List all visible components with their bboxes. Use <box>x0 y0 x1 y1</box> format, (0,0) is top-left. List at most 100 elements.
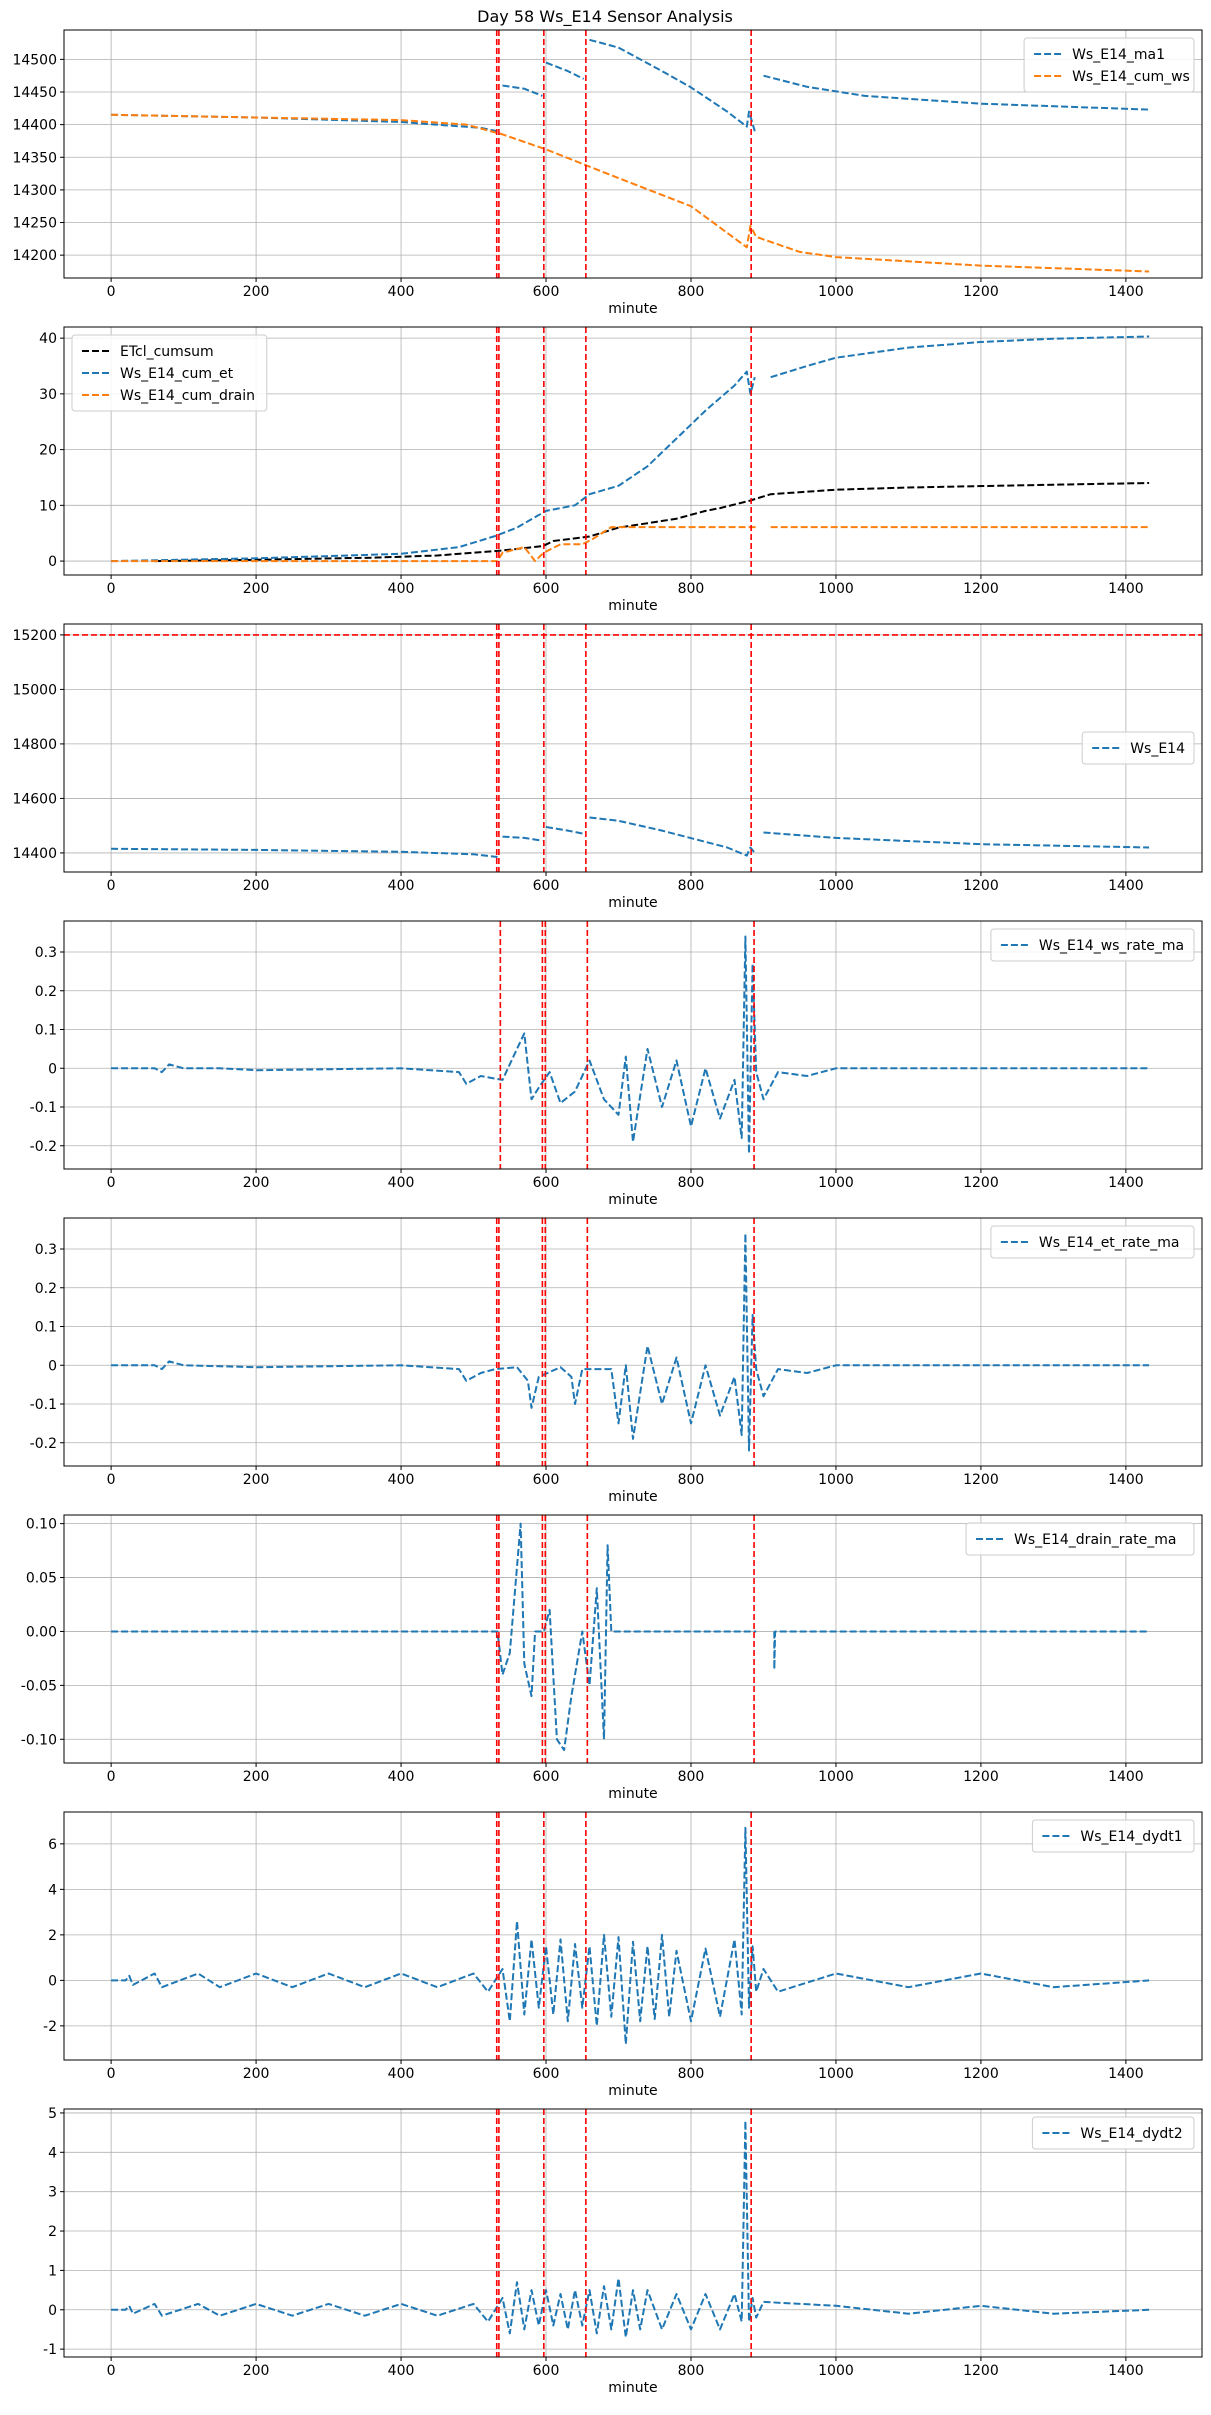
y-tick-label: 0.00 <box>26 1624 57 1640</box>
x-tick-label: 1200 <box>963 2066 999 2082</box>
series-group <box>111 816 1150 858</box>
x-axis-label: minute <box>608 2380 657 2396</box>
legend-entry: Ws_E14_dydt2 <box>1080 2126 1182 2142</box>
x-tick-label: 0 <box>107 2066 116 2082</box>
y-tick-label: 0.3 <box>35 945 57 961</box>
x-tick-label: 400 <box>388 2363 415 2379</box>
x-tick-label: 400 <box>388 878 415 894</box>
y-tick-label: 0 <box>48 2303 57 2319</box>
x-tick-label: 200 <box>243 581 270 597</box>
x-tick-label: 1000 <box>818 2066 854 2082</box>
series-line-Ws_E14 <box>763 831 1150 849</box>
x-tick-label: 1400 <box>1108 1472 1144 1488</box>
x-axis-label: minute <box>608 1489 657 1505</box>
series-group <box>111 38 1150 273</box>
panel-1: 0 200 400 600 800 1000 1200 1400 14200 14250 14300… <box>12 29 1203 317</box>
axes-frame <box>63 920 1203 1170</box>
x-tick-label: 800 <box>678 1175 705 1191</box>
panel-2: 0 200 400 600 800 1000 1200 1400 0 10 20 30 40 minute… <box>39 326 1203 614</box>
x-tick-label: 1000 <box>818 581 854 597</box>
series-group <box>111 1826 1150 2046</box>
y-tick-label: 14500 <box>12 52 57 68</box>
x-tick-label: 400 <box>388 1472 415 1488</box>
x-tick-label: 600 <box>533 878 560 894</box>
series-line-Ws_E14 <box>111 847 498 858</box>
legend: Ws_E14 <box>1081 731 1195 765</box>
series-group <box>111 1232 1150 1452</box>
y-tick-label: 3 <box>48 2185 57 2201</box>
legend: Ws_E14_ws_rate_ma <box>990 928 1195 962</box>
series-line-Ws_E14_cum_et <box>770 335 1150 379</box>
x-axis-label: minute <box>608 598 657 614</box>
legend-box <box>1023 37 1195 93</box>
x-tick-label: 1200 <box>963 878 999 894</box>
y-tick-label: 14250 <box>12 216 57 232</box>
x-tick-label: 1000 <box>818 1175 854 1191</box>
x-tick-label: 400 <box>388 581 415 597</box>
series-line-Ws_E14_ma1 <box>763 74 1150 111</box>
series-line-Ws_E14_cum_et <box>111 370 756 563</box>
series-group <box>111 935 1150 1155</box>
x-tick-label: 400 <box>388 1175 415 1191</box>
legend-entry: Ws_E14_cum_ws <box>1072 69 1190 85</box>
legend-entry: Ws_E14 <box>1130 741 1185 757</box>
x-tick-label: 1200 <box>963 1769 999 1785</box>
y-tick-label: 4 <box>48 2145 57 2161</box>
x-tick-label: 800 <box>678 878 705 894</box>
x-tick-label: 1000 <box>818 284 854 300</box>
series-line-Ws_E14_drain_rate_ma <box>773 1630 1150 1671</box>
x-tick-label: 600 <box>533 2363 560 2379</box>
x-tick-label: 200 <box>243 2363 270 2379</box>
y-tick-label: 14350 <box>12 150 57 166</box>
y-tick-label: -0.10 <box>21 1732 57 1748</box>
legend: Ws_E14_drain_rate_ma <box>965 1522 1195 1556</box>
y-tick-label: 14450 <box>12 85 57 101</box>
y-tick-label: 14300 <box>12 183 57 199</box>
y-tick-label: 14800 <box>12 737 57 753</box>
y-tick-label: 0.2 <box>35 1281 57 1297</box>
series-line-Ws_E14_drain_rate_ma <box>111 1522 757 1752</box>
series-group <box>111 335 1150 563</box>
y-tick-label: 0 <box>48 1061 57 1077</box>
x-tick-label: 1200 <box>963 1472 999 1488</box>
y-tick-label: 0 <box>48 1973 57 1989</box>
series-group <box>111 1522 1150 1752</box>
x-tick-label: 200 <box>243 1175 270 1191</box>
series-line-Ws_E14_et_rate_ma <box>111 1232 1150 1452</box>
y-tick-label: 0.1 <box>35 1023 57 1039</box>
legend: ETcl_cumsum Ws_E14_cum_et Ws_E14_cum_drain <box>71 334 268 412</box>
x-tick-label: 1000 <box>818 1769 854 1785</box>
legend: Ws_E14_dydt2 <box>1031 2116 1195 2150</box>
x-tick-label: 400 <box>388 1769 415 1785</box>
y-tick-label: 10 <box>39 498 57 514</box>
x-tick-label: 600 <box>533 1175 560 1191</box>
y-tick-label: -0.05 <box>21 1678 57 1694</box>
y-tick-label: 0.10 <box>26 1517 57 1533</box>
y-tick-label: 0 <box>48 1358 57 1374</box>
axes-frame <box>63 1514 1203 1764</box>
x-tick-label: 600 <box>533 2066 560 2082</box>
x-tick-label: 200 <box>243 1769 270 1785</box>
axes-frame <box>63 2108 1203 2358</box>
y-tick-label: -2 <box>43 2019 57 2035</box>
y-tick-label: 2 <box>48 1928 57 1944</box>
x-tick-label: 600 <box>533 581 560 597</box>
x-tick-label: 600 <box>533 1472 560 1488</box>
legend: Ws_E14_ma1 Ws_E14_cum_ws <box>1023 37 1195 93</box>
legend-entry: Ws_E14_ws_rate_ma <box>1039 938 1184 954</box>
x-tick-label: 0 <box>107 1175 116 1191</box>
x-tick-label: 200 <box>243 284 270 300</box>
y-tick-label: 15000 <box>12 682 57 698</box>
legend-entry: Ws_E14_cum_drain <box>120 388 255 404</box>
x-axis-label: minute <box>608 301 657 317</box>
y-tick-label: 14400 <box>12 846 57 862</box>
x-tick-label: 0 <box>107 581 116 597</box>
series-line-Ws_E14_ma1 <box>545 61 585 80</box>
y-tick-label: 15200 <box>12 628 57 644</box>
x-tick-label: 800 <box>678 2066 705 2082</box>
x-tick-label: 1400 <box>1108 1175 1144 1191</box>
legend: Ws_E14_et_rate_ma <box>990 1225 1195 1259</box>
x-tick-label: 1400 <box>1108 1769 1144 1785</box>
x-tick-label: 0 <box>107 2363 116 2379</box>
series-line-Ws_E14 <box>545 826 584 835</box>
